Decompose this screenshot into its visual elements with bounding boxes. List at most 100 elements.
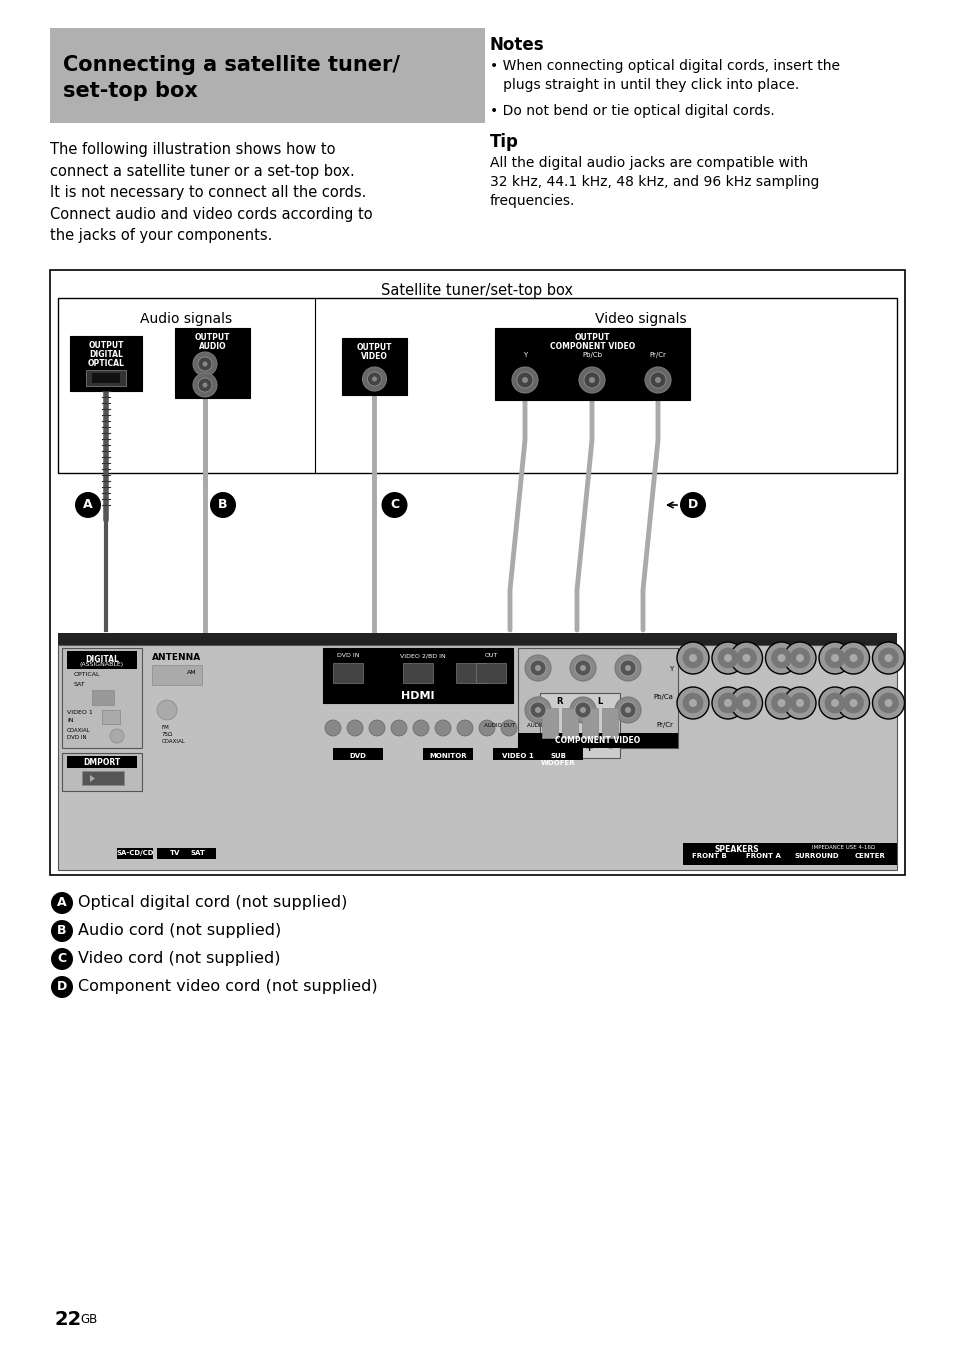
Circle shape — [718, 648, 738, 668]
Text: SPEAKERS: SPEAKERS — [714, 845, 758, 854]
Bar — [50, 270, 904, 875]
Circle shape — [777, 654, 784, 662]
Circle shape — [872, 687, 903, 719]
Text: AM: AM — [187, 671, 196, 675]
Circle shape — [795, 654, 803, 662]
Circle shape — [883, 699, 892, 707]
Circle shape — [51, 948, 73, 969]
Circle shape — [369, 721, 385, 735]
Text: FRONT B: FRONT B — [692, 853, 726, 859]
Text: Pb/Cb: Pb/Cb — [581, 352, 601, 358]
Bar — [517, 733, 678, 748]
Circle shape — [478, 721, 495, 735]
Circle shape — [75, 492, 101, 518]
Text: D: D — [57, 980, 67, 994]
Circle shape — [872, 642, 903, 675]
Circle shape — [777, 699, 784, 707]
Bar — [541, 708, 558, 738]
Circle shape — [764, 687, 797, 719]
Circle shape — [367, 372, 381, 387]
Text: Video signals: Video signals — [595, 312, 686, 326]
Text: 22: 22 — [55, 1310, 82, 1329]
Circle shape — [391, 721, 407, 735]
Bar — [476, 662, 505, 683]
Text: OUTPUT: OUTPUT — [194, 333, 230, 342]
Text: OPTICAL: OPTICAL — [88, 360, 124, 368]
Text: Component video cord (not supplied): Component video cord (not supplied) — [78, 979, 377, 995]
Circle shape — [730, 642, 761, 675]
Circle shape — [741, 654, 750, 662]
Text: A: A — [83, 499, 92, 511]
Circle shape — [193, 352, 216, 376]
Text: –: – — [606, 744, 612, 753]
Text: DIGITAL: DIGITAL — [85, 654, 119, 664]
Text: DVD IN: DVD IN — [67, 735, 87, 740]
Bar — [91, 690, 113, 704]
Circle shape — [644, 366, 670, 393]
Circle shape — [435, 721, 451, 735]
Bar — [333, 748, 382, 760]
Circle shape — [624, 665, 630, 671]
Circle shape — [512, 366, 537, 393]
Circle shape — [524, 654, 551, 681]
Text: VIDEO 2/BD IN: VIDEO 2/BD IN — [399, 653, 445, 658]
Text: R: R — [557, 698, 562, 706]
Text: DIGITAL: DIGITAL — [89, 350, 123, 360]
Text: DVD IN: DVD IN — [336, 653, 359, 658]
Text: Pb/Ca: Pb/Ca — [653, 694, 672, 700]
Text: DVD: DVD — [349, 753, 366, 758]
Circle shape — [842, 694, 862, 713]
Bar — [422, 748, 473, 760]
Circle shape — [579, 707, 585, 713]
Text: FM: FM — [162, 725, 170, 730]
Bar — [174, 329, 250, 397]
Text: MONITOR: MONITOR — [429, 753, 466, 758]
Circle shape — [579, 665, 585, 671]
Text: OUT: OUT — [484, 653, 497, 658]
Bar — [58, 297, 896, 473]
Text: D: D — [687, 499, 698, 511]
Bar — [91, 373, 120, 383]
Bar — [682, 844, 789, 850]
Circle shape — [535, 665, 540, 671]
Circle shape — [878, 648, 898, 668]
Text: IN: IN — [67, 718, 73, 723]
Text: +: + — [585, 744, 594, 753]
Circle shape — [723, 699, 731, 707]
Text: DMPORT: DMPORT — [83, 758, 120, 767]
Text: SAT: SAT — [191, 850, 205, 856]
Circle shape — [848, 699, 857, 707]
Text: L: L — [219, 358, 224, 368]
Text: B: B — [218, 499, 228, 511]
Circle shape — [193, 373, 216, 397]
Text: Satellite tuner/set-top box: Satellite tuner/set-top box — [381, 283, 573, 297]
Circle shape — [688, 699, 697, 707]
Circle shape — [677, 642, 708, 675]
Bar — [67, 756, 137, 768]
Text: Tip: Tip — [490, 132, 518, 151]
Text: AUDIO OUT: AUDIO OUT — [484, 723, 515, 727]
Circle shape — [711, 642, 743, 675]
Bar — [682, 850, 896, 865]
Text: AUDIO: AUDIO — [198, 342, 226, 352]
Circle shape — [51, 976, 73, 998]
Circle shape — [325, 721, 340, 735]
Text: OPTICAL: OPTICAL — [74, 672, 100, 677]
Circle shape — [783, 687, 815, 719]
Text: TV: TV — [170, 850, 180, 856]
Circle shape — [198, 379, 212, 392]
Circle shape — [381, 492, 407, 518]
Circle shape — [588, 377, 595, 383]
Circle shape — [830, 654, 838, 662]
Text: 75Ω: 75Ω — [162, 731, 172, 737]
Bar — [82, 771, 124, 786]
Circle shape — [615, 698, 640, 723]
Text: Video cord (not supplied): Video cord (not supplied) — [78, 952, 280, 967]
Circle shape — [883, 654, 892, 662]
Circle shape — [837, 687, 868, 719]
Circle shape — [347, 721, 363, 735]
Text: VIDEO 1: VIDEO 1 — [501, 753, 534, 758]
Text: COAXIAL: COAXIAL — [67, 727, 91, 733]
Polygon shape — [90, 775, 95, 781]
Text: SA-CD/CD: SA-CD/CD — [116, 850, 153, 856]
